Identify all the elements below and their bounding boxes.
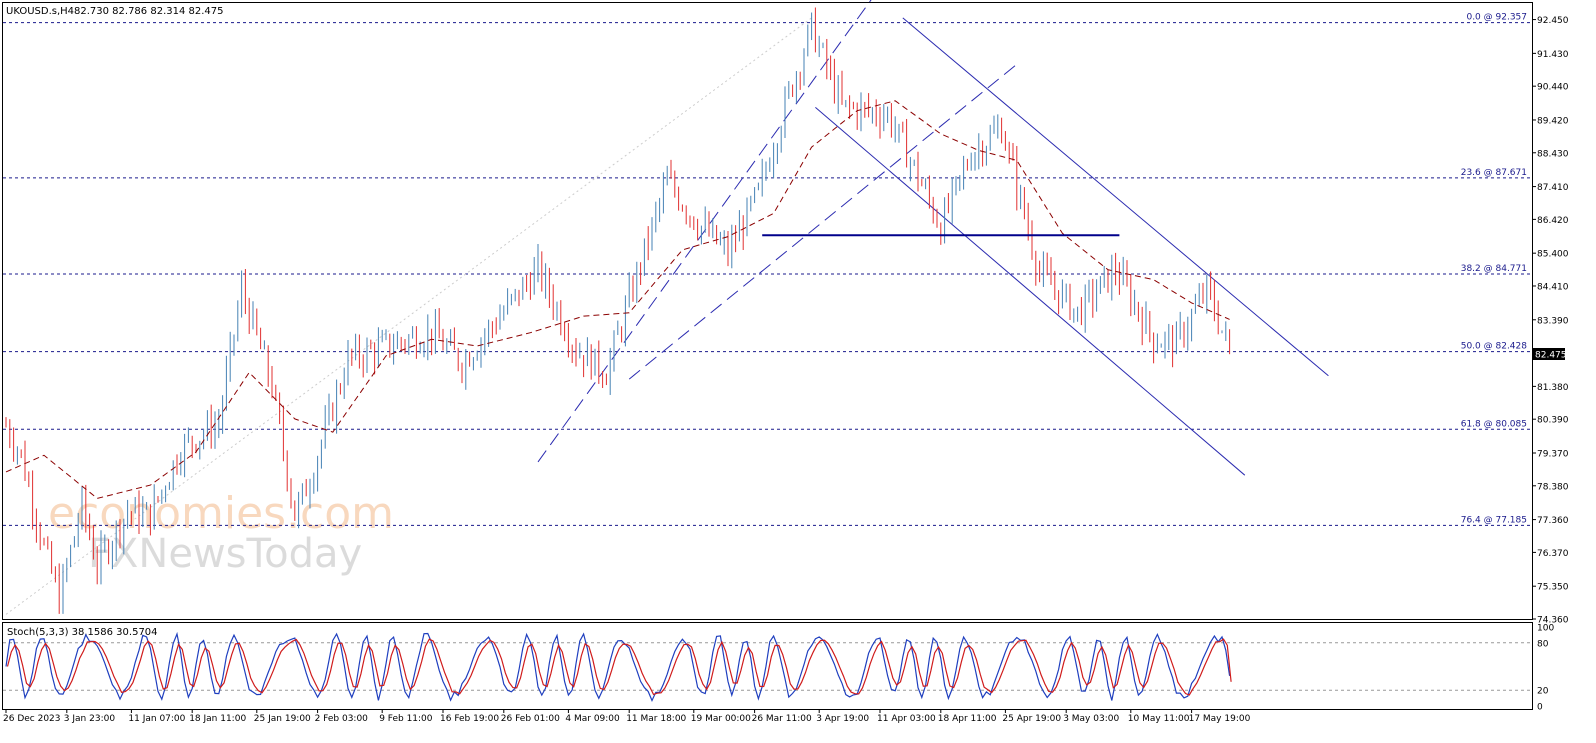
- time-tick-label: 19 Mar 00:00: [691, 714, 751, 724]
- stoch-tick-label: 80: [1537, 639, 1549, 649]
- price-tick-label: 80.390: [1537, 416, 1569, 426]
- stoch-signal-line: [6, 638, 1232, 696]
- stoch-label: Stoch(5,3,3) 38.1586 30.5704: [7, 627, 158, 638]
- price-tick-label: 83.390: [1537, 316, 1569, 326]
- time-tick-label: 10 May 11:00: [1128, 714, 1190, 724]
- fib-level-label: 76.4 @ 77.185: [1461, 515, 1527, 525]
- price-tick-label: 91.430: [1537, 50, 1569, 60]
- symbol-label: UKOUSD.s,H4: [6, 6, 74, 17]
- stoch-tick-label: 20: [1537, 687, 1549, 697]
- time-tick-label: 25 Jan 19:00: [254, 714, 311, 724]
- time-axis: 26 Dec 2023 3 Jan 23:00 11 Jan 07:00 18 Jan…: [3, 709, 1251, 724]
- price-axis: 92.450 91.430 90.440 89.420 88.430 87.410 86.4…: [1532, 16, 1569, 626]
- watermark-fxnewstoday: FXNewsToday: [88, 531, 362, 577]
- fib-level-label: 50.0 @ 82.428: [1461, 342, 1528, 352]
- watermark-economies: economies.com: [48, 488, 394, 539]
- price-tick-label: 90.440: [1537, 83, 1569, 93]
- time-tick-label: 26 Feb 01:00: [501, 714, 560, 724]
- time-tick-label: 18 Apr 11:00: [938, 714, 997, 724]
- price-tick-label: 89.420: [1537, 116, 1569, 126]
- main-panel-frame: [2, 2, 1533, 620]
- price-tick-label: 76.370: [1537, 549, 1569, 559]
- time-tick-label: 26 Dec 2023: [3, 714, 61, 724]
- current-price-tag: 82.475: [1533, 348, 1567, 361]
- time-tick-label: 3 Apr 19:00: [816, 714, 869, 724]
- price-tick-label: 84.410: [1537, 282, 1569, 292]
- price-tick-label: 88.430: [1537, 149, 1569, 159]
- time-tick-label: 11 Mar 18:00: [626, 714, 686, 724]
- fib-level-label: 38.2 @ 84.771: [1461, 264, 1527, 274]
- time-tick-label: 2 Feb 03:00: [315, 714, 369, 724]
- time-tick-label: 25 Apr 19:00: [1002, 714, 1061, 724]
- price-tick-label: 86.420: [1537, 216, 1569, 226]
- price-tick-label: 92.450: [1537, 16, 1569, 26]
- time-tick-label: 17 May 19:00: [1189, 714, 1251, 724]
- time-tick-label: 26 Mar 11:00: [752, 714, 812, 724]
- descending-channel-lower: [815, 106, 1246, 476]
- fibonacci-levels: 0.0 @ 92.357 23.6 @ 87.671 38.2 @ 84.771 50…: [3, 13, 1532, 526]
- time-tick-label: 3 Jan 23:00: [64, 714, 116, 724]
- stoch-tick-label: 100: [1537, 624, 1554, 634]
- time-tick-label: 9 Feb 11:00: [379, 714, 433, 724]
- stoch-axis: 100 80 20 0: [1537, 624, 1554, 713]
- moving-average-line: [5, 100, 1230, 499]
- time-tick-label: 11 Jan 07:00: [128, 714, 185, 724]
- time-tick-label: 18 Jan 11:00: [189, 714, 246, 724]
- price-tick-label: 81.380: [1537, 383, 1569, 393]
- fib-level-label: 0.0 @ 92.357: [1466, 13, 1527, 23]
- candlesticks: [5, 7, 1231, 614]
- price-tick-label: 74.360: [1537, 616, 1569, 626]
- price-tick-label: 78.380: [1537, 482, 1569, 492]
- time-tick-label: 11 Apr 03:00: [877, 714, 936, 724]
- stoch-panel-frame: [2, 622, 1533, 710]
- fib-level-label: 23.6 @ 87.671: [1461, 168, 1527, 178]
- descending-channel-upper: [902, 17, 1329, 377]
- stoch-main-line: [5, 631, 1231, 702]
- time-tick-label: 16 Feb 19:00: [440, 714, 499, 724]
- ohlc-label: 82.730 82.786 82.314 82.475: [74, 6, 224, 17]
- price-tick-label: 85.400: [1537, 250, 1569, 260]
- current-price-label: 82.475: [1535, 351, 1567, 361]
- time-tick-label: 4 Mar 09:00: [565, 714, 620, 724]
- price-tick-label: 77.360: [1537, 516, 1569, 526]
- time-tick-label: 3 May 03:00: [1063, 714, 1119, 724]
- stoch-tick-label: 0: [1537, 703, 1543, 713]
- price-tick-label: 75.350: [1537, 583, 1569, 593]
- fib-level-label: 61.8 @ 80.085: [1461, 419, 1527, 429]
- price-tick-label: 87.410: [1537, 183, 1569, 193]
- long-dotted-trendline: [5, 17, 812, 615]
- price-tick-label: 79.370: [1537, 449, 1569, 459]
